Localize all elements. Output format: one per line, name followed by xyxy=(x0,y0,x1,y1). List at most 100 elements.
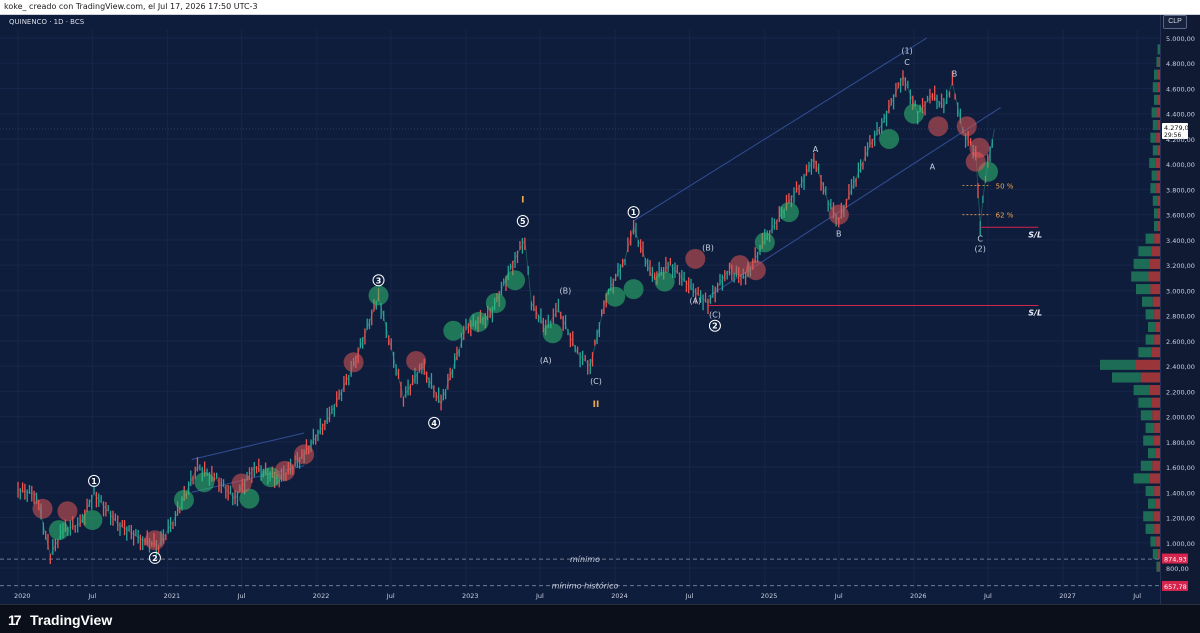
volume-profile-bar-down xyxy=(1152,460,1160,471)
up-marker-circle xyxy=(879,128,900,149)
volume-profile-bar-up xyxy=(1143,435,1154,446)
wave-label: (C) xyxy=(709,310,721,319)
fib-level-label: 62 % xyxy=(996,212,1014,220)
wave-label: I xyxy=(521,196,524,206)
volume-profile-bar-up xyxy=(1152,82,1158,93)
volume-profile-bar-down xyxy=(1153,435,1160,446)
up-marker-circle xyxy=(239,488,260,509)
wave-label-circle xyxy=(627,206,640,219)
up-marker-circle xyxy=(505,270,526,291)
stop-loss-label: S/L xyxy=(1028,309,1042,318)
x-tick-label: 2026 xyxy=(910,592,927,600)
up-marker-circle xyxy=(605,286,626,307)
volume-profile-bar-down xyxy=(1154,309,1160,320)
volume-profile-bar-down xyxy=(1158,56,1160,68)
y-tick-label: 2.800,00 xyxy=(1166,313,1195,321)
x-tick-label: Jul xyxy=(386,592,395,600)
x-tick-label: Jul xyxy=(983,592,992,600)
wave-label-circle xyxy=(708,319,721,332)
volume-profile-bar-down xyxy=(1154,233,1160,244)
down-marker-circle xyxy=(965,151,986,172)
up-marker-circle xyxy=(82,510,103,531)
y-tick-label: 4.600,00 xyxy=(1166,85,1195,93)
volume-profile-bar-down xyxy=(1157,220,1160,232)
volume-profile-bar-up xyxy=(1148,498,1156,509)
price-scale[interactable] xyxy=(1160,14,1200,604)
y-tick-label: 5.000,00 xyxy=(1166,35,1195,43)
down-marker-circle xyxy=(231,473,252,494)
up-marker-circle xyxy=(194,472,215,493)
wave-label-circle xyxy=(372,274,385,287)
down-marker-circle xyxy=(274,460,295,481)
volume-profile-bar-down xyxy=(1155,321,1160,333)
x-tick-label: Jul xyxy=(237,592,246,600)
up-marker-circle xyxy=(542,323,563,344)
down-marker-circle xyxy=(828,204,849,225)
down-marker-circle xyxy=(294,444,315,465)
up-marker-circle xyxy=(778,202,799,223)
volume-profile-bar-up xyxy=(1143,511,1154,522)
x-tick-label: Jul xyxy=(685,592,694,600)
header-text: koke_ creado con TradingView.com, el Jul… xyxy=(4,2,258,11)
wave-label: (A) xyxy=(540,356,552,365)
y-tick-label: 1.800,00 xyxy=(1166,439,1195,447)
wave-label: B xyxy=(836,230,842,239)
volume-profile-bar-up xyxy=(1145,233,1155,244)
volume-profile-bar-down xyxy=(1157,195,1160,206)
volume-profile-bar-up xyxy=(1157,44,1160,55)
volume-profile-bar-up xyxy=(1145,523,1155,534)
volume-profile-bar-up xyxy=(1145,422,1155,433)
volume-profile-bar-down xyxy=(1156,183,1160,194)
y-tick-label: 1.000,00 xyxy=(1166,540,1195,548)
volume-profile-bar-up xyxy=(1136,284,1151,295)
y-tick-label: 3.800,00 xyxy=(1166,186,1195,194)
x-tick-label: Jul xyxy=(834,592,843,600)
volume-profile-bar-up xyxy=(1145,485,1155,497)
stop-loss-label: S/L xyxy=(1028,230,1042,239)
countdown-text: 29:56 xyxy=(1164,132,1181,139)
volume-profile-bar-down xyxy=(1151,347,1160,358)
volume-profile-bar-up xyxy=(1150,183,1157,194)
volume-profile-bar-down xyxy=(1157,120,1160,131)
tradingview-logo[interactable]: 17 TradingView xyxy=(8,612,112,628)
up-marker-circle xyxy=(485,293,506,313)
down-marker-circle xyxy=(745,260,766,281)
volume-profile-bar-down xyxy=(1157,94,1160,105)
volume-profile-bar-down xyxy=(1152,410,1160,421)
tv-logo-icon: 17 xyxy=(8,612,22,628)
volume-profile-bar-down xyxy=(1152,296,1160,307)
down-marker-circle xyxy=(685,248,706,269)
up-marker-circle xyxy=(443,320,464,341)
volume-profile-bar-down xyxy=(1154,523,1160,534)
wave-label: (2) xyxy=(975,245,986,254)
price-tag-bg xyxy=(1162,580,1188,591)
up-marker-circle xyxy=(654,271,675,292)
y-tick-label: 2.200,00 xyxy=(1166,388,1195,396)
volume-profile-bar-up xyxy=(1149,157,1156,168)
volume-profile-bar-down xyxy=(1157,82,1160,93)
y-tick-label: 2.000,00 xyxy=(1166,414,1195,422)
volume-profile-bar-up xyxy=(1142,296,1153,307)
price-tag-bg xyxy=(1162,553,1188,564)
wave-label-circle xyxy=(516,214,529,227)
volume-profile-bar-down xyxy=(1149,473,1160,484)
volume-profile-bar-up xyxy=(1148,321,1156,333)
down-marker-circle xyxy=(343,352,364,373)
currency-button[interactable]: CLP xyxy=(1163,15,1187,29)
x-tick-label: 2023 xyxy=(462,592,479,600)
volume-profile-bar-down xyxy=(1155,448,1160,459)
up-marker-circle xyxy=(468,311,489,332)
volume-profile-bar-down xyxy=(1149,385,1160,396)
y-tick-label: 1.600,00 xyxy=(1166,464,1195,472)
volume-profile-bar-down xyxy=(1156,107,1160,118)
chart-area[interactable] xyxy=(0,14,1200,604)
wave-label: (1) xyxy=(901,47,912,56)
wave-label: 4 xyxy=(431,419,437,428)
wave-label: (C) xyxy=(590,377,602,386)
volume-profile-bar-down xyxy=(1156,536,1160,547)
volume-profile-bar-down xyxy=(1154,485,1160,497)
volume-profile-bar-down xyxy=(1159,44,1160,55)
y-tick-label: 4.000,00 xyxy=(1166,161,1195,169)
channel-line xyxy=(633,37,927,222)
x-tick-label: 2024 xyxy=(611,592,628,600)
